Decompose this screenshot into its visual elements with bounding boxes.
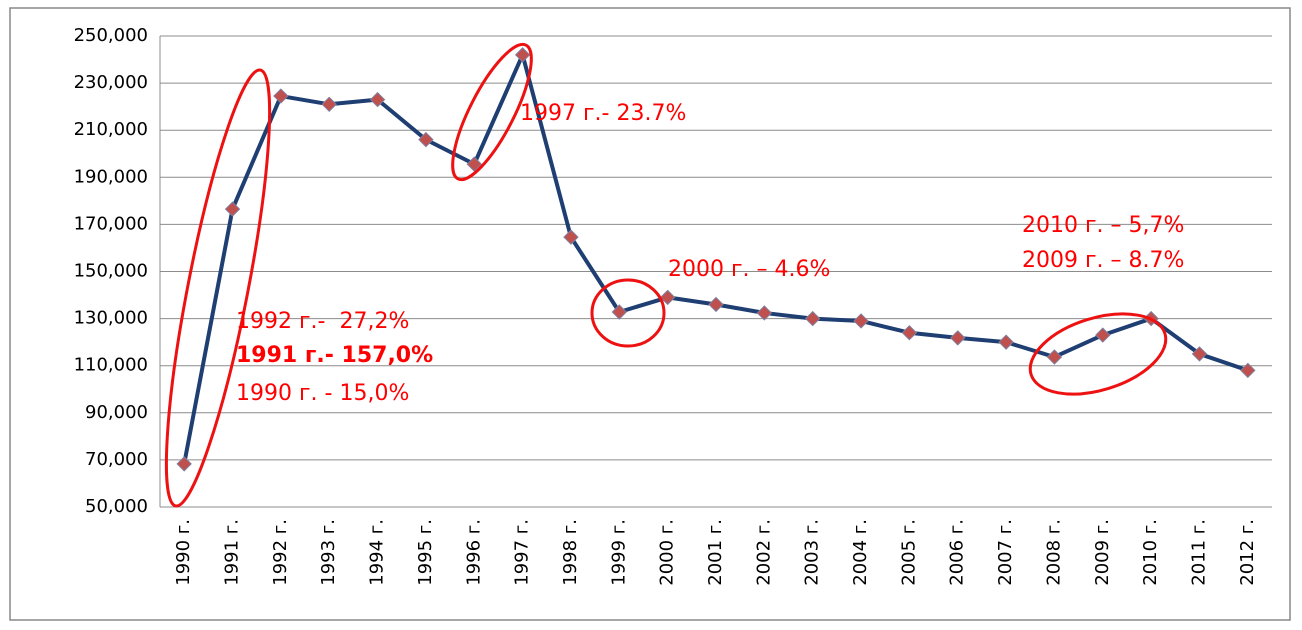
y-tick-label: 50,000: [85, 496, 148, 517]
y-tick-label: 150,000: [74, 261, 148, 282]
x-tick-label: 2010 г.: [1140, 519, 1161, 586]
x-tick-label: 2012 г.: [1237, 519, 1258, 586]
x-tick-label: 2006 г.: [947, 519, 968, 586]
x-tick-label: 2000 г.: [657, 519, 678, 586]
x-tick-label: 1999 г.: [608, 519, 629, 586]
chart-frame: [9, 7, 1291, 621]
data-marker: [901, 325, 918, 341]
x-tick-label: 1992 г.: [270, 519, 291, 586]
x-tick-label: 2003 г.: [802, 519, 823, 586]
y-tick-label: 190,000: [74, 166, 148, 187]
highlight-ellipses: [164, 42, 1168, 508]
data-marker: [708, 296, 724, 313]
y-tick-label: 130,000: [74, 308, 148, 329]
x-tick-label: 1995 г.: [415, 519, 436, 586]
data-marker: [950, 330, 966, 346]
x-tick-label: 1991 г.: [222, 519, 243, 586]
x-tick-label: 2011 г.: [1188, 519, 1209, 586]
data-marker: [466, 156, 482, 172]
data-marker: [1095, 327, 1111, 343]
x-tick-label: 2002 г.: [753, 519, 774, 586]
annotation: 1990 г. - 15,0%: [236, 381, 409, 406]
data-marker: [853, 313, 869, 329]
x-tick-label: 1997 г.: [512, 519, 533, 586]
data-marker: [659, 289, 676, 306]
y-tick-label: 170,000: [74, 213, 148, 234]
highlight-ellipse: [1028, 312, 1168, 396]
x-tick-label: 1994 г.: [367, 519, 388, 586]
x-tick-label: 2008 г.: [1043, 519, 1064, 586]
data-marker: [998, 334, 1014, 350]
x-tick-label: 1998 г.: [560, 519, 581, 586]
data-marker: [224, 201, 241, 217]
data-marker: [611, 304, 628, 320]
x-tick-label: 1993 г.: [318, 519, 339, 586]
x-tick-label: 2007 г.: [995, 519, 1016, 586]
data-marker: [418, 131, 434, 148]
highlight-ellipse: [451, 42, 533, 182]
highlight-ellipse: [164, 68, 272, 508]
x-tick-label: 2005 г.: [898, 519, 919, 586]
plot: [159, 35, 1272, 508]
annotation: 2009 г. – 8.7%: [1022, 248, 1184, 273]
data-marker: [321, 96, 337, 113]
data-marker: [273, 88, 289, 104]
data-marker: [1046, 349, 1063, 365]
annotation: 2010 г. – 5,7%: [1022, 213, 1184, 238]
data-marker: [1191, 346, 1208, 362]
data-marker: [756, 305, 773, 321]
annotation: 1992 г.- 27,2%: [236, 309, 409, 334]
annotation: 1991 г.- 157,0%: [236, 343, 433, 368]
y-tick-label: 230,000: [74, 72, 148, 93]
data-marker: [369, 91, 386, 108]
x-tick-label: 2001 г.: [705, 519, 726, 586]
y-tick-label: 90,000: [85, 402, 148, 423]
data-marker: [514, 47, 531, 63]
x-tick-label: 1990 г.: [173, 519, 194, 586]
y-tick-label: 70,000: [85, 449, 148, 470]
data-marker: [1240, 362, 1256, 379]
data-marker: [804, 310, 821, 327]
highlight-ellipse: [590, 278, 666, 348]
x-tick-label: 1996 г.: [463, 519, 484, 586]
annotation: 1997 г.- 23.7%: [520, 101, 686, 126]
data-marker: [176, 456, 192, 472]
y-tick-label: 250,000: [74, 25, 148, 46]
x-tick-label: 2009 г.: [1092, 519, 1113, 586]
annotation: 2000 г. – 4.6%: [668, 257, 830, 282]
data-marker: [563, 229, 579, 245]
y-tick-label: 110,000: [74, 355, 148, 376]
y-tick-label: 210,000: [74, 119, 148, 140]
x-tick-label: 2004 г.: [850, 519, 871, 586]
